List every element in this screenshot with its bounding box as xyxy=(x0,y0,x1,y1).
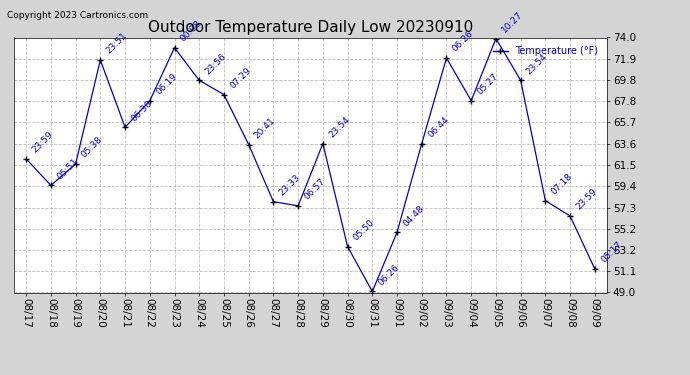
Text: 23:59: 23:59 xyxy=(30,130,55,155)
Text: 23:33: 23:33 xyxy=(277,173,302,198)
Text: 23:51: 23:51 xyxy=(104,31,129,56)
Text: 23:54: 23:54 xyxy=(327,115,351,140)
Text: 23:59: 23:59 xyxy=(574,187,599,212)
Text: 23:56: 23:56 xyxy=(204,52,228,76)
Text: 07:29: 07:29 xyxy=(228,66,253,90)
Text: 05:17: 05:17 xyxy=(599,240,624,265)
Text: 07:18: 07:18 xyxy=(549,172,574,196)
Text: 05:51: 05:51 xyxy=(55,157,80,181)
Text: 05:38: 05:38 xyxy=(80,135,104,160)
Text: 06:57: 06:57 xyxy=(302,177,327,202)
Text: 23:54: 23:54 xyxy=(525,52,549,76)
Text: 10:27: 10:27 xyxy=(500,10,524,34)
Text: 06:44: 06:44 xyxy=(426,115,451,140)
Text: 06:26: 06:26 xyxy=(377,263,401,287)
Text: 05:27: 05:27 xyxy=(475,72,500,97)
Text: Copyright 2023 Cartronics.com: Copyright 2023 Cartronics.com xyxy=(7,11,148,20)
Text: 06:19: 06:19 xyxy=(154,72,179,97)
Text: 00:08: 00:08 xyxy=(179,19,204,44)
Text: 05:50: 05:50 xyxy=(352,218,377,242)
Text: 06:30: 06:30 xyxy=(129,98,154,123)
Title: Outdoor Temperature Daily Low 20230910: Outdoor Temperature Daily Low 20230910 xyxy=(148,20,473,35)
Text: 20:41: 20:41 xyxy=(253,116,277,140)
Legend: Temperature (°F): Temperature (°F) xyxy=(489,42,602,60)
Text: 04:48: 04:48 xyxy=(401,204,426,228)
Text: 06:26: 06:26 xyxy=(451,29,475,54)
